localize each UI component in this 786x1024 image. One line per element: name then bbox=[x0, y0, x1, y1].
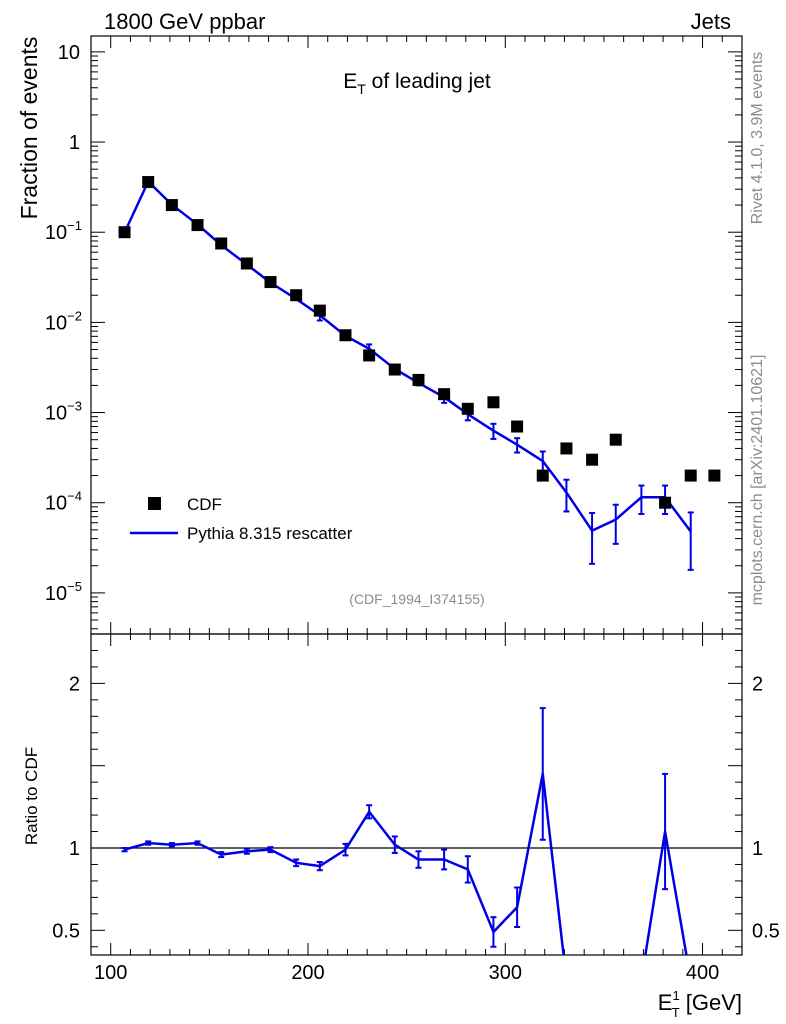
data-point bbox=[363, 349, 376, 362]
data-point bbox=[339, 329, 352, 342]
x-tick-label: 400 bbox=[686, 962, 719, 984]
x-tick-label: 300 bbox=[489, 962, 522, 984]
x-tick-label: 200 bbox=[291, 962, 324, 984]
mcplots-label: mcplots.cern.ch [arXiv:2401.10621] bbox=[749, 355, 766, 606]
y-tick-label: 10−1 bbox=[45, 218, 82, 244]
mc-series-line bbox=[123, 180, 692, 533]
data-point bbox=[118, 226, 131, 239]
analysis-watermark: (CDF_1994_I374155) bbox=[349, 591, 484, 607]
data-point bbox=[659, 496, 672, 509]
header-left: 1800 GeV ppbar bbox=[104, 9, 265, 34]
ratio-tick-label-right: 0.5 bbox=[752, 920, 780, 942]
data-marks bbox=[118, 176, 721, 955]
legend-data-marker bbox=[148, 497, 161, 510]
y-tick-label: 10−5 bbox=[45, 579, 82, 605]
data-point bbox=[264, 276, 277, 289]
data-point bbox=[142, 176, 155, 189]
header-right: Jets bbox=[691, 9, 731, 34]
data-point bbox=[438, 388, 451, 401]
data-point bbox=[586, 453, 599, 466]
x-tick-label: 100 bbox=[94, 962, 127, 984]
data-point bbox=[609, 433, 622, 446]
data-point bbox=[191, 219, 204, 232]
data-point bbox=[313, 304, 326, 317]
ratio-tick-label-right: 2 bbox=[752, 673, 763, 695]
chart-title: ET of leading jet bbox=[343, 70, 491, 97]
data-point bbox=[290, 289, 303, 302]
ratio-series-group bbox=[121, 707, 688, 955]
ratio-plot-frame bbox=[90, 633, 743, 956]
data-point bbox=[215, 237, 228, 250]
y-tick-label: 1 bbox=[69, 132, 80, 154]
data-point bbox=[536, 469, 549, 482]
rivet-version-label: Rivet 4.1.0, 3.9M events bbox=[749, 52, 766, 225]
data-point bbox=[708, 469, 721, 482]
ratio-tick-label-left: 2 bbox=[69, 673, 80, 695]
data-point bbox=[684, 469, 697, 482]
ratio-tick-label-right: 1 bbox=[752, 838, 763, 860]
y-tick-label: 10−3 bbox=[45, 399, 82, 425]
legend-data-label: CDF bbox=[187, 495, 222, 514]
y-tick-label: 10−2 bbox=[45, 308, 82, 334]
x-axis-label: E1 T [GeV] bbox=[658, 988, 742, 1020]
data-point bbox=[240, 257, 253, 270]
data-point bbox=[560, 442, 573, 455]
y-tick-label: 10 bbox=[58, 42, 80, 64]
data-point bbox=[487, 396, 500, 409]
data-point bbox=[511, 420, 524, 433]
ratio-tick-label-left: 1 bbox=[69, 838, 80, 860]
data-point bbox=[388, 363, 401, 376]
legend-mc-label: Pythia 8.315 rescatter bbox=[187, 524, 353, 543]
data-point bbox=[461, 402, 474, 415]
data-point bbox=[165, 199, 178, 212]
axis-ticks: 100 200 300 400 10 1 10−1 10−2 10−3 10−4 10−5 0.5 0.… bbox=[45, 36, 780, 984]
ratio-y-axis-label: Ratio to CDF bbox=[22, 747, 41, 845]
y-axis-label: Fraction of events bbox=[16, 37, 42, 220]
ratio-series-line bbox=[124, 772, 688, 955]
ratio-tick-label-left: 0.5 bbox=[52, 920, 80, 942]
main-plot-frame bbox=[90, 35, 743, 635]
y-tick-label: 10−4 bbox=[45, 489, 82, 515]
data-point bbox=[412, 373, 425, 386]
